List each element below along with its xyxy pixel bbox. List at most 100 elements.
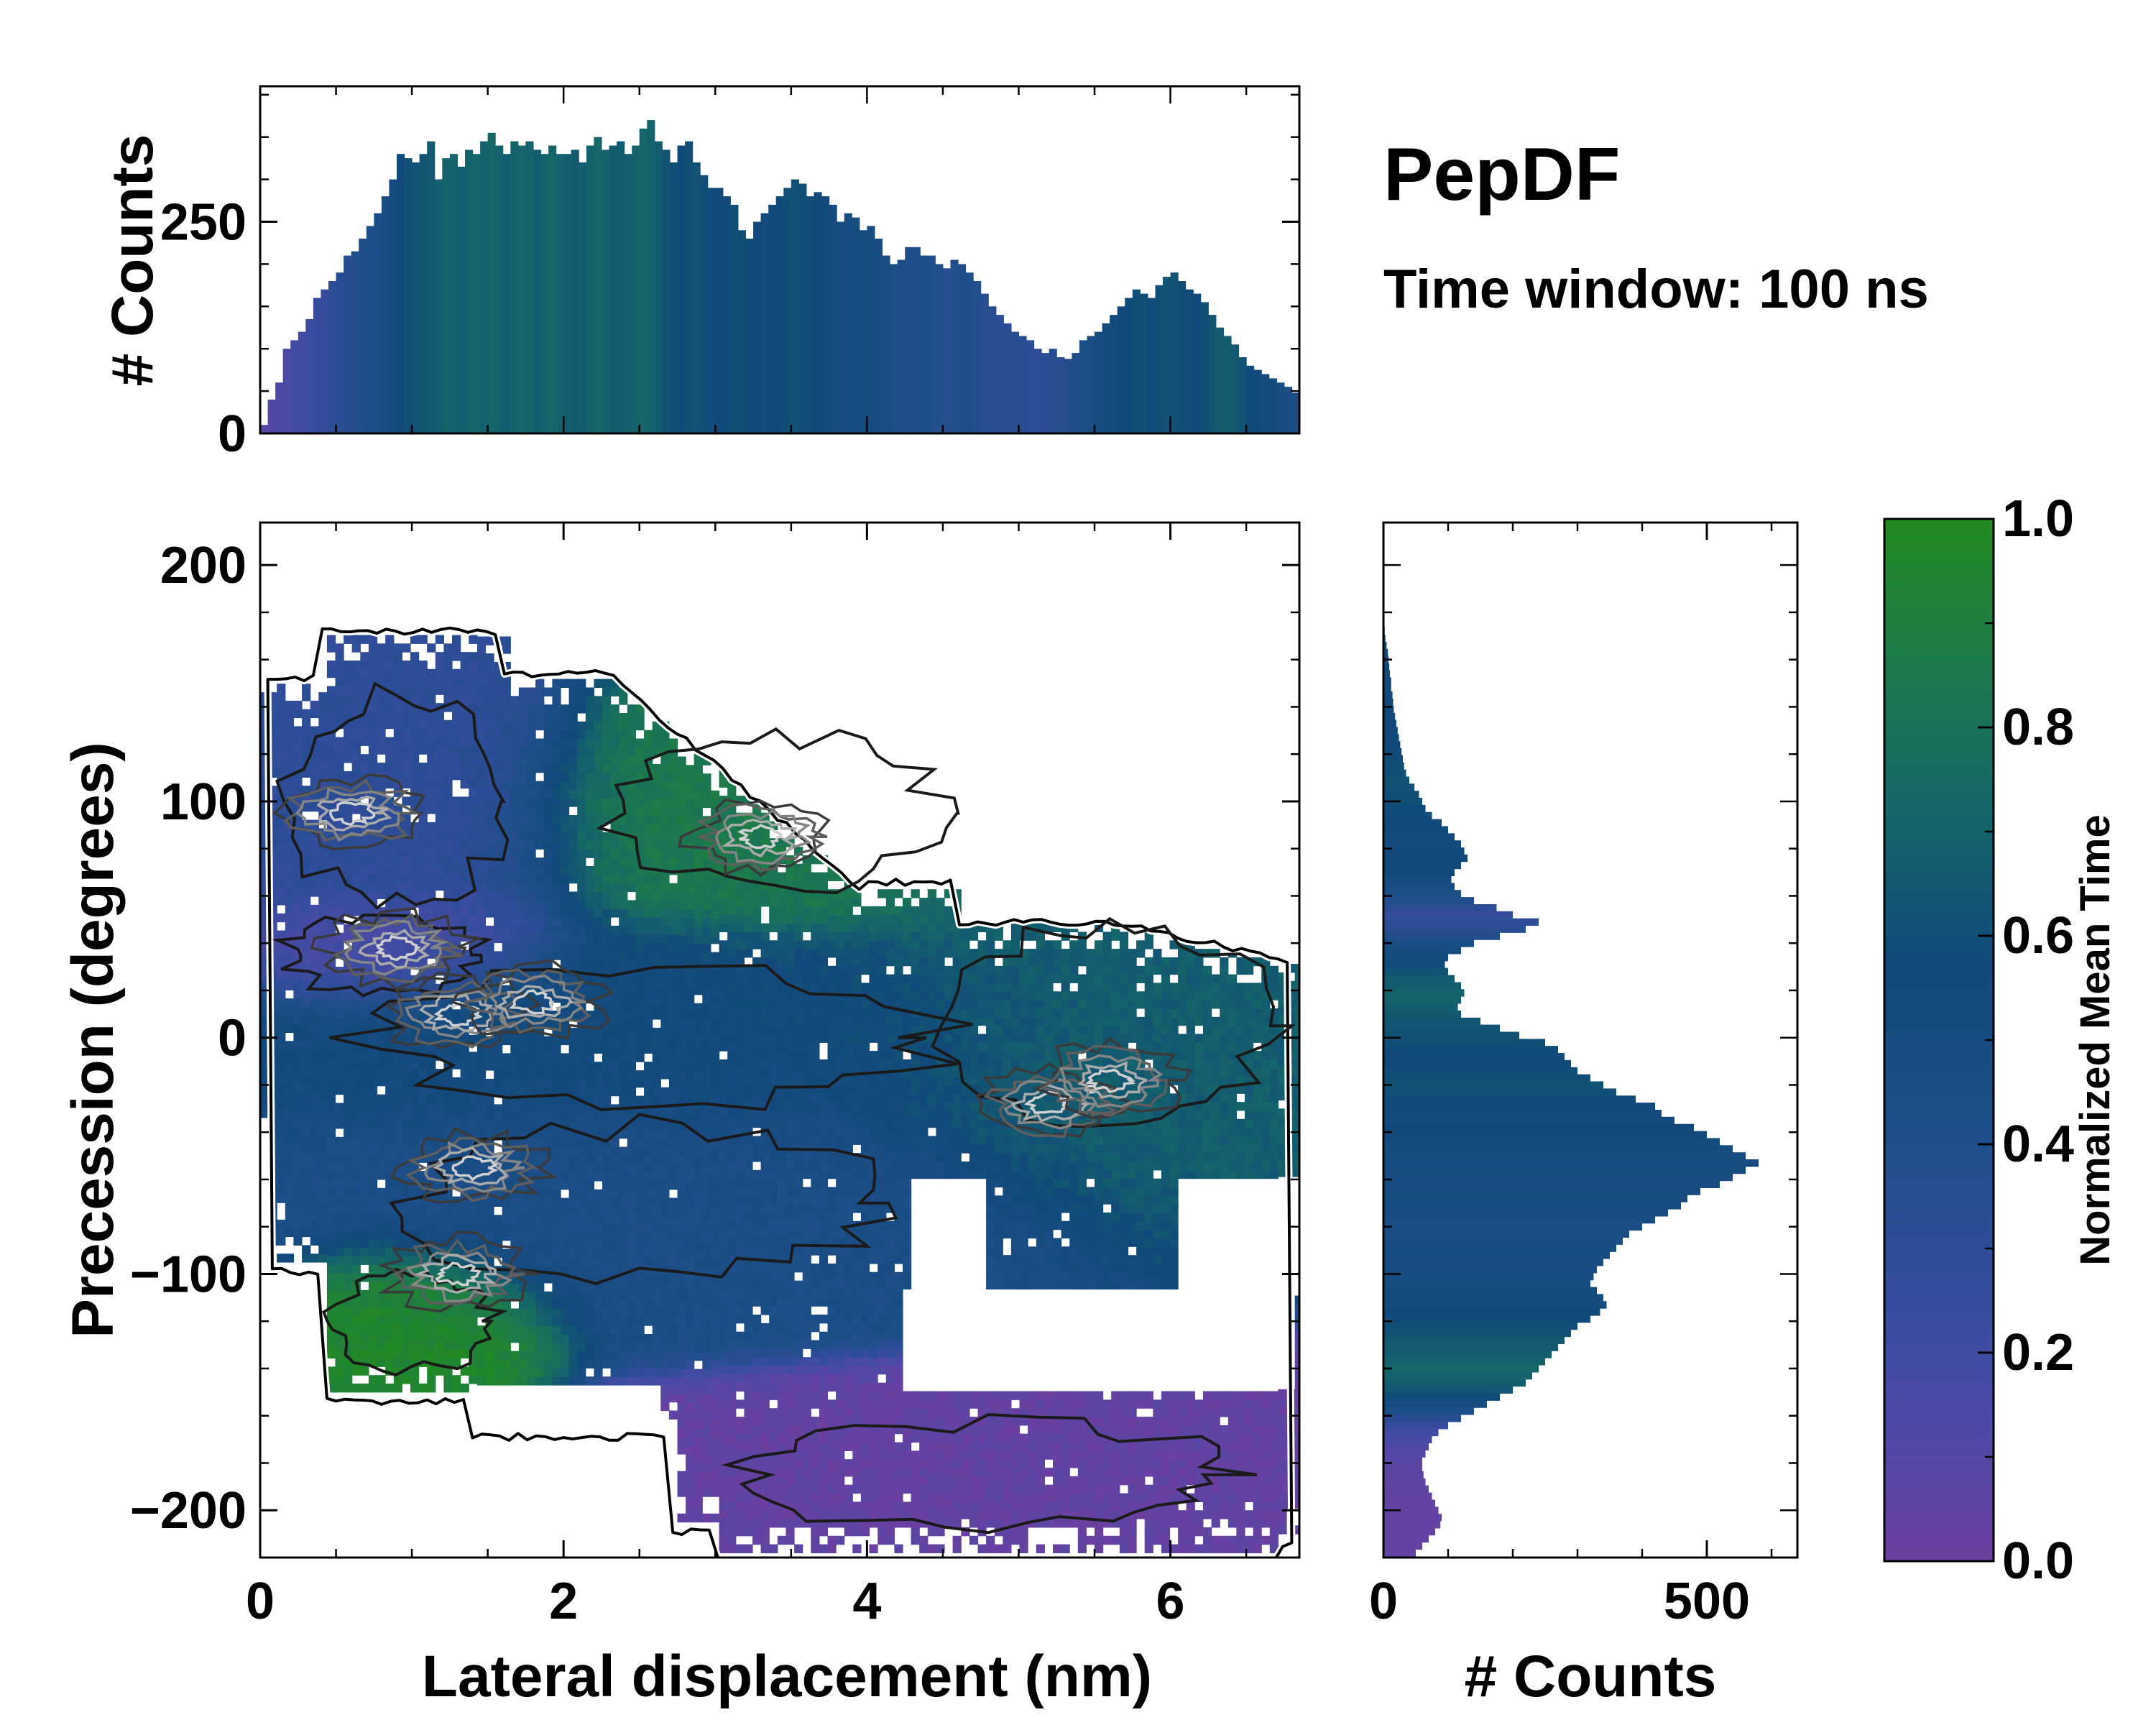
heatmap-cell <box>543 1274 553 1284</box>
heatmap-cell <box>677 1190 686 1200</box>
heatmap-cell <box>502 934 511 944</box>
heatmap-cell <box>485 1232 494 1241</box>
heatmap-cell <box>677 892 686 902</box>
heatmap-cell <box>694 1080 703 1089</box>
heatmap-cell <box>485 1215 494 1224</box>
heatmap-cell <box>694 807 703 816</box>
heatmap-cell <box>427 1375 436 1384</box>
heatmap-cell <box>427 847 436 857</box>
heatmap-cell <box>318 1066 328 1076</box>
heatmap-cell <box>652 1002 661 1011</box>
heatmap-cell <box>360 1315 369 1325</box>
heatmap-cell <box>627 1180 636 1190</box>
heatmap-cell <box>677 875 686 885</box>
heatmap-cell <box>285 1168 294 1178</box>
heatmap-cell <box>585 1308 594 1317</box>
heatmap-cell <box>452 1103 461 1112</box>
heatmap-cell <box>277 1041 286 1050</box>
top-histogram-bar <box>920 255 929 433</box>
top-histogram-bar <box>465 150 474 433</box>
heatmap-cell <box>452 643 461 653</box>
heatmap-cell <box>619 1011 628 1020</box>
heatmap-cell <box>485 891 494 901</box>
heatmap-cell <box>711 1207 720 1217</box>
heatmap-cell <box>460 1315 469 1325</box>
heatmap-cell <box>702 952 711 962</box>
heatmap-cell <box>476 764 487 773</box>
heatmap-cell <box>719 1213 728 1222</box>
heatmap-cell <box>535 840 545 850</box>
heatmap-cell <box>627 857 636 867</box>
heatmap-cell <box>469 779 478 789</box>
heatmap-cell <box>469 1315 478 1325</box>
heatmap-cell <box>577 1359 586 1368</box>
heatmap-cell <box>469 694 478 704</box>
heatmap-cell <box>752 829 762 839</box>
heatmap-cell <box>735 898 745 907</box>
heatmap-cell <box>360 1018 369 1027</box>
heatmap-cell <box>427 1060 436 1070</box>
heatmap-cell <box>711 994 720 1004</box>
heatmap-cell <box>277 1015 286 1025</box>
heatmap-cell <box>668 1274 678 1284</box>
heatmap-cell <box>543 832 553 842</box>
heatmap-cell <box>452 1307 461 1316</box>
heatmap-cell <box>377 865 386 874</box>
heatmap-cell <box>602 1095 612 1105</box>
heatmap-cell <box>694 1071 703 1080</box>
heatmap-cell <box>293 921 303 931</box>
heatmap-cell <box>744 1169 753 1179</box>
heatmap-cell <box>368 763 378 772</box>
heatmap-cell <box>635 985 645 995</box>
heatmap-cell <box>652 840 661 850</box>
heatmap-cell <box>610 1155 619 1164</box>
heatmap-cell <box>310 768 319 778</box>
heatmap-cell <box>476 1342 487 1352</box>
heatmap-cell <box>627 1164 636 1173</box>
heatmap-cell <box>727 1238 737 1247</box>
heatmap-cell <box>719 1306 728 1315</box>
heatmap-cell <box>602 1376 612 1386</box>
heatmap-cell <box>602 1317 612 1326</box>
heatmap-cell <box>735 1000 745 1009</box>
heatmap-cell <box>552 1095 561 1105</box>
heatmap-cell <box>702 1190 711 1200</box>
heatmap-cell <box>377 779 386 789</box>
heatmap-cell <box>677 1045 686 1055</box>
heatmap-cell <box>518 738 528 748</box>
heatmap-cell <box>744 1204 753 1213</box>
heatmap-cell <box>602 1044 612 1054</box>
heatmap-cell <box>277 709 286 719</box>
heatmap-cell <box>393 763 402 772</box>
heatmap-cell <box>277 1151 286 1161</box>
heatmap-cell <box>585 1206 594 1215</box>
heatmap-cell <box>476 781 487 791</box>
heatmap-cell <box>335 1315 344 1325</box>
heatmap-cell <box>360 1222 369 1231</box>
heatmap-cell <box>561 1359 570 1368</box>
heatmap-cell <box>686 1071 695 1080</box>
heatmap-cell <box>469 839 478 848</box>
heatmap-cell <box>502 823 511 833</box>
heatmap-cell <box>326 745 336 755</box>
top-histogram-bars <box>260 120 1299 433</box>
top-y-tick-label: 250 <box>160 193 247 251</box>
heatmap-cell <box>494 738 503 748</box>
heatmap-cell <box>752 1016 762 1026</box>
heatmap-cell <box>410 1315 420 1325</box>
heatmap-cell <box>677 884 686 893</box>
heatmap-cell <box>752 1264 762 1273</box>
heatmap-cell <box>677 1360 686 1370</box>
heatmap-cell <box>377 668 386 678</box>
heatmap-cell <box>561 1240 570 1250</box>
heatmap-cell <box>402 1145 411 1154</box>
heatmap-cell <box>686 1386 695 1395</box>
heatmap-cell <box>686 1403 695 1412</box>
heatmap-cell <box>610 1206 619 1215</box>
heatmap-cell <box>735 991 745 1000</box>
heatmap-cell <box>543 874 553 884</box>
heatmap-cell <box>402 737 411 746</box>
top-histogram-bar <box>958 264 967 433</box>
heatmap-cell <box>402 873 411 883</box>
heatmap-cell <box>694 1088 703 1098</box>
